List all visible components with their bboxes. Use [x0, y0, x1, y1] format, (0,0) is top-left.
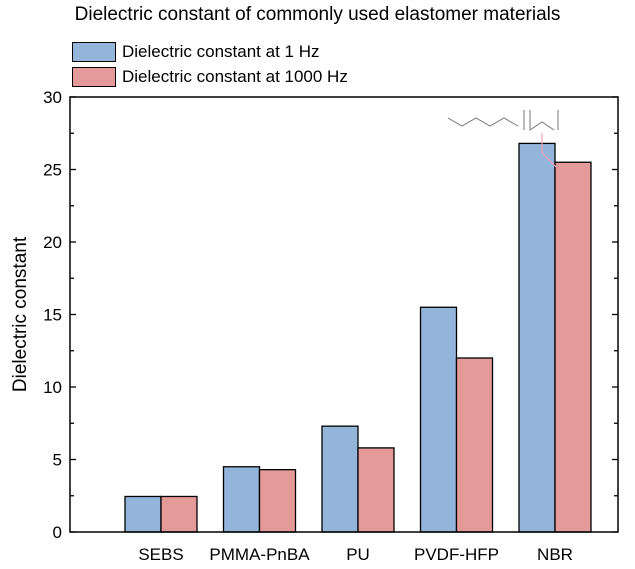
legend-label-1000hz: Dielectric constant at 1000 Hz — [122, 67, 348, 86]
chart-title: Dielectric constant of commonly used ela… — [74, 4, 561, 25]
y-tick-label: 10 — [43, 378, 62, 397]
bar-sebs-1hz — [124, 495, 162, 533]
y-axis-label: Dielectric constant — [10, 236, 31, 392]
x-tick-label: NBR — [537, 545, 573, 564]
bar-nbr-1000hz — [554, 161, 592, 533]
legend-item-1000hz: Dielectric constant at 1000 Hz — [72, 66, 348, 88]
x-tick-label: PVDF-HFP — [414, 545, 499, 564]
bar-pu-1hz — [321, 425, 359, 533]
bar-pvdf-hfp-1000hz — [455, 357, 494, 533]
legend-item-1hz: Dielectric constant at 1 Hz — [72, 41, 319, 63]
y-tick-label: 30 — [43, 88, 62, 107]
bar-pu-1000hz — [357, 447, 395, 533]
y-tick-label: 25 — [43, 161, 62, 180]
y-tick-label: 0 — [53, 523, 62, 542]
bar-pmma-pnba-1000hz — [258, 468, 297, 533]
nitrile-group-icon — [541, 133, 557, 168]
legend-swatch-1hz — [72, 42, 116, 62]
legend-swatch-1000hz — [72, 67, 116, 87]
y-tick-label: 5 — [53, 451, 62, 470]
nbr-structure-icon — [447, 110, 559, 131]
legend-label-1hz: Dielectric constant at 1 Hz — [122, 42, 320, 61]
x-tick-label: PMMA-PnBA — [209, 545, 310, 564]
bar-sebs-1000hz — [160, 495, 198, 533]
bar-pvdf-hfp-1hz — [419, 306, 458, 533]
y-tick-label: 15 — [43, 306, 62, 325]
x-tick-label: PU — [346, 545, 370, 564]
bar-pmma-pnba-1hz — [222, 466, 261, 533]
bar-nbr-1hz — [518, 142, 556, 533]
x-tick-label: SEBS — [138, 545, 183, 564]
y-tick-label: 20 — [43, 233, 62, 252]
